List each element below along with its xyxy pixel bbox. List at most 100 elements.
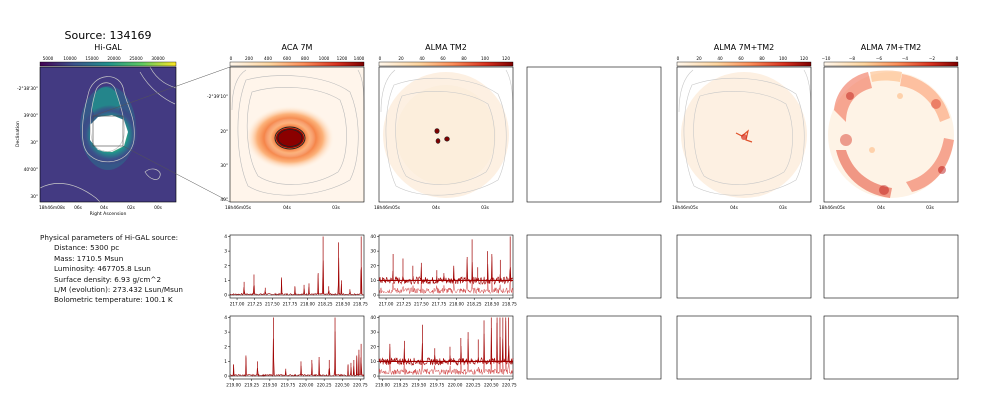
combo2-cbar-tick: −2 xyxy=(929,56,936,61)
higal-zoom-box xyxy=(92,115,124,147)
spectrum-xtick-label: 220.00 xyxy=(299,383,314,388)
tm2-cbar-tick: 100 xyxy=(481,56,489,61)
combo2-cbar-tick: −4 xyxy=(902,56,909,61)
tm2-cbar-tick: 60 xyxy=(440,56,446,61)
spectrum-xtick-label: 220.50 xyxy=(484,383,499,388)
param-surface-density: Surface density: 6.93 g/cm^2 xyxy=(54,274,162,284)
aca7m-xtick: 04s xyxy=(283,205,292,211)
higal-contours xyxy=(39,66,177,203)
combo1-cbar-tick: 20 xyxy=(696,56,702,61)
combo2-colorbar-ticks: −10 −8 −6 −4 −2 0 xyxy=(822,56,959,61)
spectrum-ytick-label: 30 xyxy=(370,249,376,255)
combo2-panel: ALMA 7M+TM2 −10 −8 −6 −4 −2 0 xyxy=(819,43,959,211)
combo1-colorbar xyxy=(676,61,812,67)
aca7m-cbar-tick: 1400 xyxy=(354,56,365,61)
combo1-xtick: 04s xyxy=(730,205,739,211)
aca7m-cbar-tick: 800 xyxy=(301,56,309,61)
aca7m-cbar-tick: 200 xyxy=(245,56,253,61)
tm2-cbar-tick: 120 xyxy=(502,56,510,61)
higal-xtick: 18h46m08s xyxy=(39,205,66,211)
spectrum-xtick-label: 217.50 xyxy=(414,302,429,307)
spectrum-trace xyxy=(378,256,514,285)
higal-ytick: 40'00" xyxy=(24,167,38,173)
higal-xticks: 18h46m08s 06s 04s 02s 00s xyxy=(39,205,163,211)
higal-cbar-tick: 5000 xyxy=(43,56,54,61)
combo2-cbar-tick: −6 xyxy=(876,56,883,61)
aca7m-xticks: 18h46m05s 04s 03s xyxy=(225,205,341,211)
tm2-contours xyxy=(380,69,514,196)
spectrum-xtick-label: 219.00 xyxy=(375,383,390,388)
param-lm: L/M (evolution): 273.432 Lsun/Msun xyxy=(54,285,183,295)
physical-parameters: Physical parameters of Hi-GAL source: Di… xyxy=(40,233,183,306)
aca7m-cbar-tick: 600 xyxy=(283,56,291,61)
higal-ytick: 39'00" xyxy=(24,113,38,119)
tm2-xtick: 04s xyxy=(432,205,441,211)
spectrum-xtick-label: 219.00 xyxy=(226,383,241,388)
higal-ytick: 30" xyxy=(30,194,38,200)
spectrum-ytick-label: 20 xyxy=(370,344,376,350)
spectrum-frame xyxy=(378,234,514,299)
spectrum-xtick-label: 217.00 xyxy=(230,302,245,307)
higal-colorbar-ticks: 5000 10000 15000 20000 25000 30000 xyxy=(43,56,165,61)
tm2-cbar-tick: 80 xyxy=(461,56,467,61)
tm2-title: ALMA TM2 xyxy=(425,43,467,52)
spectrum-xtick-label: 218.25 xyxy=(467,302,482,307)
spectrum-ytick-label: 3 xyxy=(224,249,227,255)
spectrum-xtick-label: 217.00 xyxy=(379,302,394,307)
aca7m-cbar-tick: 1200 xyxy=(337,56,348,61)
higal-panel: Hi-GAL 5000 10000 15000 20000 25000 3000… xyxy=(15,43,231,217)
spectrum-xtick-label: 217.25 xyxy=(247,302,262,307)
spectrum-frame xyxy=(378,315,514,380)
combo1-colorbar-ticks: 0 20 40 60 80 100 120 xyxy=(677,56,809,61)
combo1-cbar-tick: 80 xyxy=(759,56,765,61)
aca7m-cbar-tick: 0 xyxy=(230,56,233,61)
higal-cbar-tick: 30000 xyxy=(151,56,165,61)
tm2-colorbar xyxy=(378,61,514,67)
aca7m-yticks: -2°39'10" 20" 30" 40" xyxy=(207,94,228,203)
aca7m-ytick: 40" xyxy=(220,197,228,203)
spectrum-trace xyxy=(378,320,514,367)
spectrum-xtick-label: 217.25 xyxy=(396,302,411,307)
spectrum-xtick-label: 219.75 xyxy=(281,383,296,388)
spectrum-ytick-label: 2 xyxy=(224,344,227,350)
higal-cbar-tick: 25000 xyxy=(129,56,143,61)
spectrum-xtick-label: 220.25 xyxy=(317,383,332,388)
spectrum-ytick-label: 4 xyxy=(224,234,227,240)
higal-title: Hi-GAL xyxy=(94,43,122,52)
param-distance: Distance: 5300 pc xyxy=(54,243,120,253)
aca7m-ytick: 30" xyxy=(220,163,228,169)
higal-yticks: -2°38'30" 39'00" 30" 40'00" 30" xyxy=(17,86,38,200)
spectrum-xtick-label: 218.25 xyxy=(318,302,333,307)
param-tbol: Bolometric temperature: 100.1 K xyxy=(54,295,173,305)
combo2-title: ALMA 7M+TM2 xyxy=(861,43,921,52)
combo1-xticks: 18h46m05s 04s 03s xyxy=(672,205,788,211)
combo2-cbar-tick: −10 xyxy=(822,56,831,61)
higal-xtick: 06s xyxy=(74,205,83,211)
tm2-xtick: 03s xyxy=(481,205,490,211)
spectrum-xtick-label: 218.75 xyxy=(502,302,517,307)
spectrum-xtick-label: 218.50 xyxy=(485,302,500,307)
spectrum-ytick-label: 4 xyxy=(224,315,227,321)
spectrum-frame xyxy=(229,315,365,380)
higal-ytick: 30" xyxy=(30,140,38,146)
spectrum-ytick-label: 0 xyxy=(373,374,376,380)
spectrum-trace-secondary xyxy=(378,275,514,295)
combo1-cbar-tick: 40 xyxy=(717,56,723,61)
tm2-cbar-tick: 40 xyxy=(419,56,425,61)
aca7m-title: ACA 7M xyxy=(282,43,313,52)
empty-spectrum-panel xyxy=(526,315,662,380)
spectrum-ytick-label: 10 xyxy=(370,278,376,284)
spectrum-xtick-label: 219.50 xyxy=(263,383,278,388)
spectrum-xtick-label: 218.75 xyxy=(353,302,368,307)
higal-xlabel: Right Ascension xyxy=(90,211,127,217)
higal-ytick: -2°38'30" xyxy=(17,86,38,92)
higal-xtick: 02s xyxy=(127,205,136,211)
combo2-cbar-tick: −8 xyxy=(849,56,856,61)
aca7m-ytick: 20" xyxy=(220,129,228,135)
combo2-image xyxy=(828,72,954,198)
spectrum-ytick-label: 1 xyxy=(224,278,227,284)
spectrum-xtick-label: 220.25 xyxy=(466,383,481,388)
empty-spectrum-panel xyxy=(823,315,959,380)
spectrum-ytick-label: 0 xyxy=(373,293,376,299)
